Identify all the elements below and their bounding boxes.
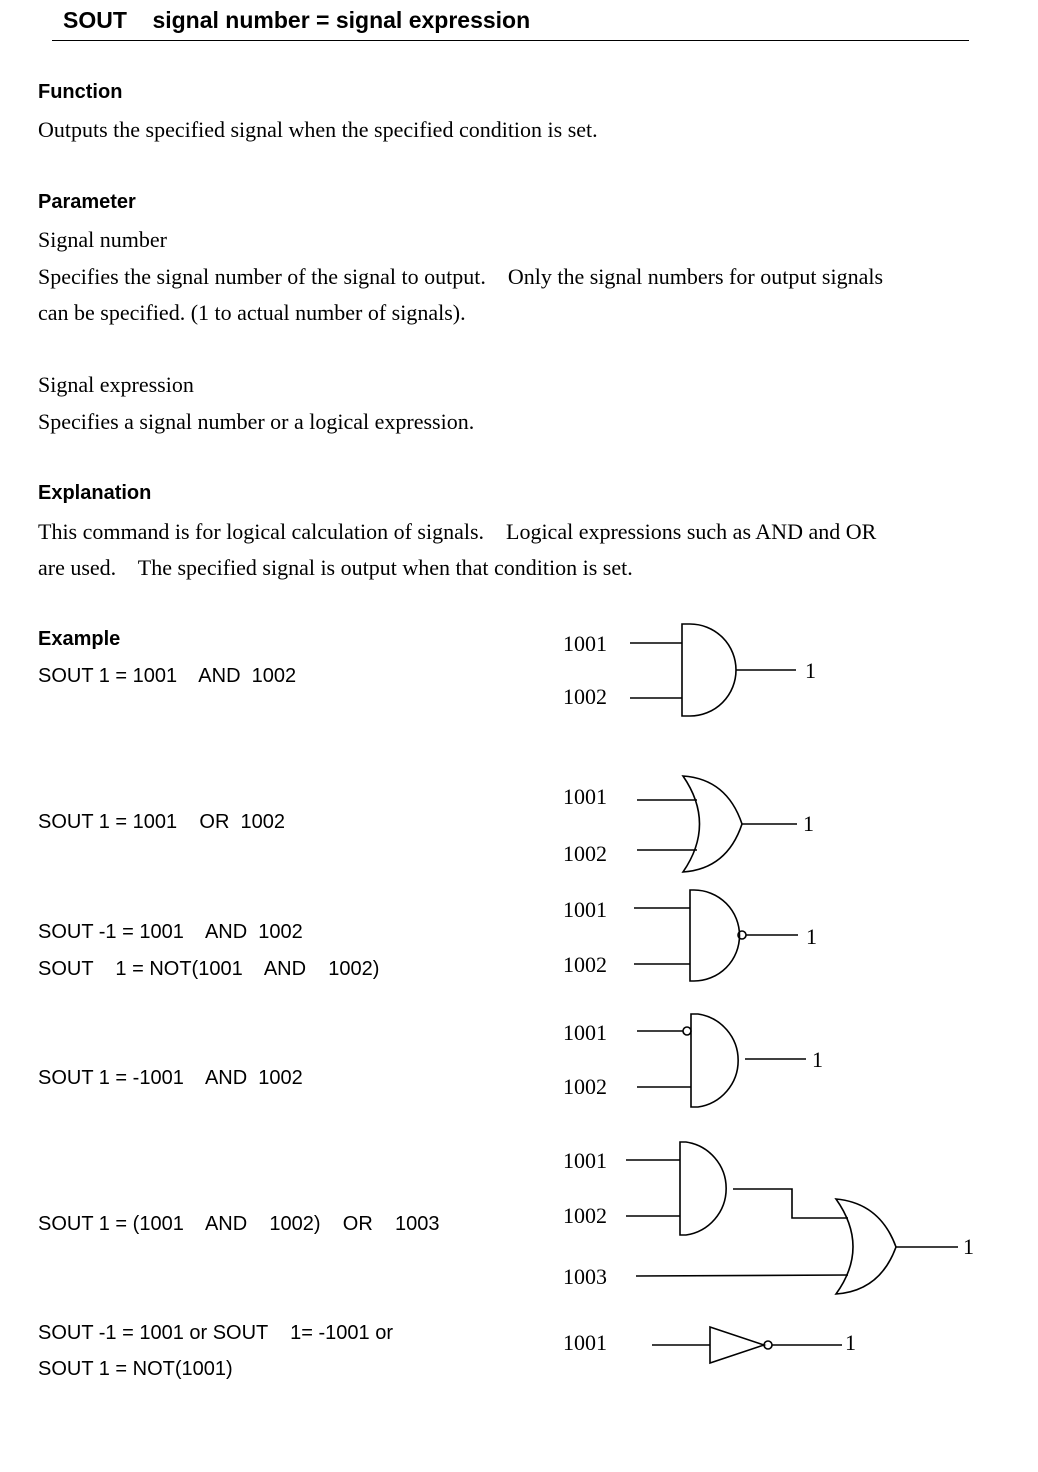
page-title: SOUT signal number = signal expression: [63, 7, 531, 33]
example-code-nand-line1: SOUT -1 = 1001 AND 1002: [38, 921, 303, 943]
and-label-in1: 1001: [563, 631, 607, 656]
not-gate-symbol: [709, 1325, 767, 1365]
nand-label-in1: 1001: [563, 897, 607, 922]
combo-label-in1: 1001: [563, 1148, 607, 1173]
example-code-not-line2: SOUT 1 = NOT(1001): [38, 1358, 233, 1380]
or-gate-symbol: [681, 775, 743, 873]
and-label-in2: 1002: [563, 684, 607, 709]
signal-expression-label: Signal expression: [38, 372, 194, 397]
and-gate-diagram: [630, 623, 796, 717]
title-rule: [52, 40, 969, 41]
inverted-label-out: 1: [812, 1047, 823, 1072]
example-code-and-or: SOUT 1 = (1001 AND 1002) OR 1003: [38, 1213, 440, 1235]
not-gate-diagram: [652, 1325, 842, 1365]
and-or-combo-diagram: [626, 1141, 958, 1295]
inverted-label-in1: 1001: [563, 1020, 607, 1045]
example-code-nand-line2: SOUT 1 = NOT(1001 AND 1002): [38, 958, 380, 980]
not-label-in1: 1001: [563, 1330, 607, 1355]
combo-or-gate-symbol: [834, 1198, 897, 1295]
example-code-inverted-input: SOUT 1 = -1001 AND 1002: [38, 1067, 303, 1089]
signal-expression-description: Specifies a signal number or a logical e…: [38, 409, 475, 434]
explanation-heading: Explanation: [38, 482, 152, 504]
combo-label-in3: 1003: [563, 1264, 607, 1289]
combo-input-1003-wire: [635, 1274, 849, 1277]
signal-number-label: Signal number: [38, 227, 167, 252]
and-label-out: 1: [805, 658, 816, 683]
example-code-and: SOUT 1 = 1001 AND 1002: [38, 665, 297, 687]
example-heading: Example: [38, 628, 121, 650]
and-gate-symbol: [681, 623, 737, 717]
combo-and-to-or-wire: [733, 1188, 848, 1219]
input-inversion-bubble: [682, 1026, 692, 1036]
nand-label-in2: 1002: [563, 952, 607, 977]
or-gate-diagram: [637, 775, 797, 873]
or-label-in2: 1002: [563, 841, 607, 866]
signal-number-description-line1: Specifies the signal number of the signa…: [38, 264, 884, 289]
parameter-heading: Parameter: [38, 191, 136, 213]
combo-and-gate-symbol: [679, 1141, 727, 1236]
nand-gate-symbol: [689, 889, 741, 982]
function-text: Outputs the specified signal when the sp…: [38, 117, 598, 142]
inverted-label-in2: 1002: [563, 1074, 607, 1099]
or-label-out: 1: [803, 811, 814, 836]
nand-gate-diagram: [634, 889, 798, 982]
explanation-line2: are used. The specified signal is output…: [38, 555, 633, 580]
nand-label-out: 1: [806, 924, 817, 949]
combo-label-out: 1: [963, 1234, 974, 1259]
not-label-out: 1: [845, 1330, 856, 1355]
signal-number-description-line2: can be specified. (1 to actual number of…: [38, 300, 466, 325]
example-code-or: SOUT 1 = 1001 OR 1002: [38, 811, 285, 833]
explanation-line1: This command is for logical calculation …: [38, 519, 877, 544]
example-code-not-line1: SOUT -1 = 1001 or SOUT 1= -1001 or: [38, 1322, 393, 1344]
function-heading: Function: [38, 81, 123, 103]
and-gate-inverted-input-symbol: [690, 1013, 739, 1108]
and-inverted-input-diagram: [637, 1013, 806, 1108]
or-label-in1: 1001: [563, 784, 607, 809]
combo-label-in2: 1002: [563, 1203, 607, 1228]
